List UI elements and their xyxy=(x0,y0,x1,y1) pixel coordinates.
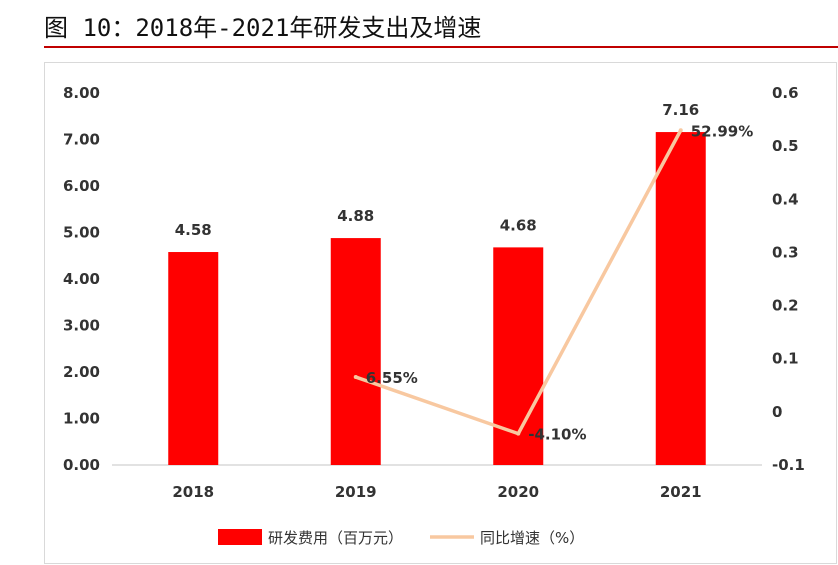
y-right-tick-label: 0.6 xyxy=(772,84,799,102)
y-left-tick-label: 4.00 xyxy=(63,270,100,288)
y-left-tick-label: 8.00 xyxy=(63,84,100,102)
growth-value-label: 52.99% xyxy=(691,122,753,140)
figure-title: 图 10：2018年-2021年研发支出及增速 xyxy=(44,14,482,42)
y-left-tick-label: 1.00 xyxy=(63,410,100,428)
title-bar: 图 10：2018年-2021年研发支出及增速 xyxy=(0,0,838,50)
y-right-tick-label: 0.1 xyxy=(772,350,799,368)
growth-point-2019 xyxy=(353,375,358,380)
x-tick-label: 2019 xyxy=(335,483,377,501)
chart-frame xyxy=(44,62,837,564)
growth-point-2020 xyxy=(516,431,521,436)
legend-line-label: 同比增速（%） xyxy=(480,529,584,547)
y-right-tick-label: -0.1 xyxy=(772,456,805,474)
legend-bar-label: 研发费用（百万元） xyxy=(268,529,403,547)
y-left-tick-label: 0.00 xyxy=(63,456,100,474)
y-left-tick-label: 6.00 xyxy=(63,177,100,195)
bar-value-label: 4.88 xyxy=(337,207,374,225)
y-left-tick-label: 5.00 xyxy=(63,224,100,242)
x-tick-label: 2021 xyxy=(660,483,702,501)
x-tick-label: 2020 xyxy=(497,483,539,501)
growth-value-label: -4.10% xyxy=(528,426,586,444)
x-tick-label: 2018 xyxy=(172,483,214,501)
legend-bar-swatch xyxy=(218,529,262,545)
bar-value-label: 4.68 xyxy=(500,216,537,234)
bar-value-label: 4.58 xyxy=(175,221,212,239)
title-rule xyxy=(44,46,838,48)
y-left-tick-label: 2.00 xyxy=(63,363,100,381)
bar-2019 xyxy=(330,238,381,465)
bar-2018 xyxy=(168,252,219,465)
growth-value-label: 6.55% xyxy=(366,369,418,387)
y-left-tick-label: 3.00 xyxy=(63,317,100,335)
y-left-tick-label: 7.00 xyxy=(63,131,100,149)
y-right-tick-label: 0 xyxy=(772,403,782,421)
bar-value-label: 7.16 xyxy=(662,101,699,119)
growth-point-2021 xyxy=(678,128,683,133)
y-right-tick-label: 0.3 xyxy=(772,243,799,261)
y-right-tick-label: 0.5 xyxy=(772,137,799,155)
y-right-tick-label: 0.2 xyxy=(772,297,799,315)
y-right-tick-label: 0.4 xyxy=(772,190,799,208)
bar-2021 xyxy=(655,132,706,465)
